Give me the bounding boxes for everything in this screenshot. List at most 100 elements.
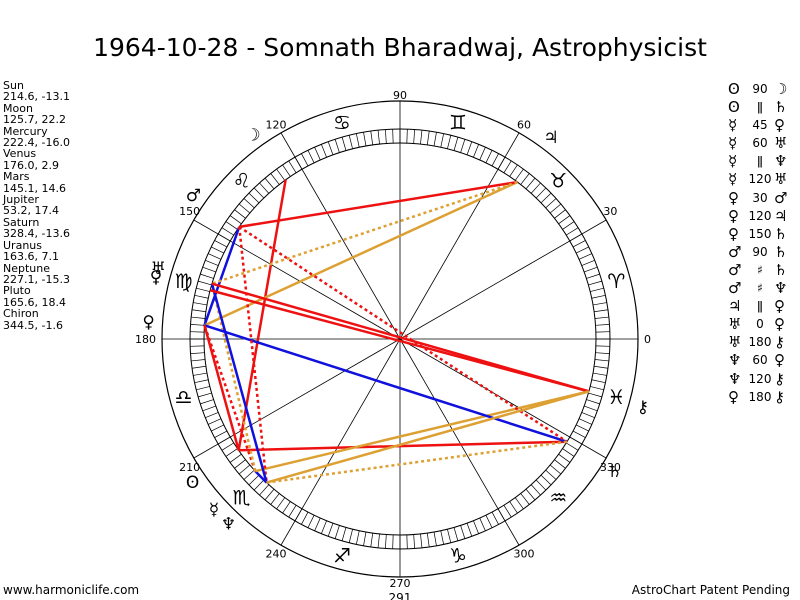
degree-tick: [385, 129, 387, 144]
aspect-row: ☿ 45 ♀: [728, 116, 792, 134]
degree-tick: [491, 511, 499, 525]
degree-tick: [191, 309, 206, 313]
planet-glyph: ♀: [142, 312, 154, 332]
degree-tick: [485, 515, 493, 528]
degree-tick: [282, 164, 291, 177]
planet-positions-list: Sun 214.6, -13.1 Moon 125.7, 22.2 Mercur…: [3, 80, 70, 331]
degree-tick: [549, 203, 562, 214]
zodiac-sign-glyph: ♑: [449, 543, 467, 567]
aspect-planet-glyph: ♄: [774, 242, 788, 261]
degree-tick: [234, 459, 246, 469]
planet-glyph: ⚷: [637, 397, 649, 417]
aspect-line: [266, 440, 568, 484]
degree-tick: [282, 501, 291, 514]
degree-tick: [370, 533, 374, 548]
planet-name: Neptune: [3, 261, 51, 275]
aspect-row: ♀ 30 ♂: [728, 189, 792, 207]
zodiac-sign-glyph: ♉: [549, 169, 567, 193]
zodiac-sign-glyph: ♒: [549, 485, 567, 509]
aspect-planet-glyph: ♀: [774, 351, 785, 370]
aspect-planet-glyph: ♂: [728, 242, 742, 261]
planet-value: 222.4, -16.0: [3, 136, 70, 150]
degree-label: 210: [179, 461, 200, 474]
aspect-separation: 180: [748, 335, 772, 350]
planet-value: 165.6, 18.4: [3, 295, 66, 309]
website-link[interactable]: www.harmoniclife.com: [3, 583, 140, 597]
aspect-separation: 60: [752, 136, 768, 151]
degree-tick: [363, 531, 367, 546]
degree-tick: [545, 198, 557, 209]
aspect-planet-glyph: ☿: [728, 170, 738, 189]
degree-tick: [525, 177, 536, 190]
aspect-separation: ǁ: [757, 100, 763, 115]
degree-tick: [196, 287, 210, 292]
aspect-row: ♀ 120 ♃: [728, 207, 792, 225]
degree-tick: [594, 359, 609, 362]
zodiac-sign-glyph: ♐: [333, 543, 351, 567]
aspect-separation: ǁ: [757, 299, 763, 314]
degree-tick: [509, 164, 518, 177]
aspect-line: [203, 324, 257, 472]
degree-tick: [202, 266, 216, 273]
degree-tick: [377, 130, 380, 145]
degree-tick: [205, 412, 219, 418]
degree-tick: [348, 135, 353, 149]
degree-tick: [264, 488, 275, 501]
aspect-planet-glyph: ♄: [774, 260, 788, 279]
planet-glyph: ♃: [543, 128, 558, 148]
planet-value: 145.1, 14.6: [3, 181, 66, 195]
degree-tick: [466, 141, 473, 155]
degree-tick: [413, 129, 415, 144]
aspect-line: [254, 470, 268, 484]
degree-tick: [554, 459, 566, 469]
degree-tick: [355, 530, 360, 545]
patent-note: AstroChart Patent Pending: [631, 583, 790, 597]
degree-tick: [433, 132, 437, 147]
aspect-planet-glyph: ʘ: [728, 98, 740, 117]
degree-tick: [238, 464, 251, 475]
degree-tick: [576, 246, 589, 254]
zodiac-sign-glyph: ♌: [233, 169, 251, 193]
aspect-line: [238, 226, 268, 483]
aspect-planet-glyph: ⚷: [774, 333, 785, 352]
degree-tick: [447, 135, 452, 149]
aspect-row: ♃ ǁ ♀: [728, 297, 792, 315]
planet-name: Jupiter: [3, 193, 39, 207]
degree-tick: [238, 203, 251, 214]
degree-tick: [259, 182, 270, 194]
degree-label: 30: [603, 205, 617, 218]
degree-label: 270: [390, 577, 411, 590]
degree-tick: [578, 253, 592, 260]
degree-tick: [191, 365, 206, 369]
degree-tick: [288, 505, 297, 518]
degree-tick: [225, 448, 238, 457]
degree-tick: [586, 273, 600, 279]
degree-tick: [566, 227, 579, 236]
degree-tick: [229, 453, 242, 463]
degree-tick: [584, 405, 598, 412]
degree-tick: [594, 365, 609, 369]
degree-tick: [576, 424, 589, 432]
degree-tick: [578, 418, 592, 425]
aspect-row: ☿ 60 ♅: [728, 134, 792, 152]
aspect-planet-glyph: ♆: [774, 279, 788, 298]
chart-title: 1964-10-28 - Somnath Bharadwaj, Astrophy…: [93, 33, 707, 62]
degree-tick: [259, 484, 270, 496]
aspect-lines: [203, 179, 590, 484]
degree-tick: [520, 493, 530, 505]
degree-tick: [214, 240, 228, 248]
degree-tick: [479, 147, 486, 161]
aspect-row: ♀ 180 ⚷: [728, 388, 792, 406]
aspect-separation: 60: [752, 353, 768, 368]
degree-tick: [594, 309, 609, 313]
zodiac-sign-glyph: ♏: [233, 485, 251, 509]
house-spoke: [399, 338, 520, 546]
aspect-planet-glyph: ♆: [774, 152, 788, 171]
aspect-planet-glyph: ♆: [728, 351, 742, 370]
degree-label: 150: [179, 205, 200, 218]
degree-tick: [211, 424, 224, 432]
house-spoke: [193, 219, 401, 340]
degree-tick: [264, 177, 275, 190]
aspect-planet-glyph: ♀: [774, 315, 785, 334]
